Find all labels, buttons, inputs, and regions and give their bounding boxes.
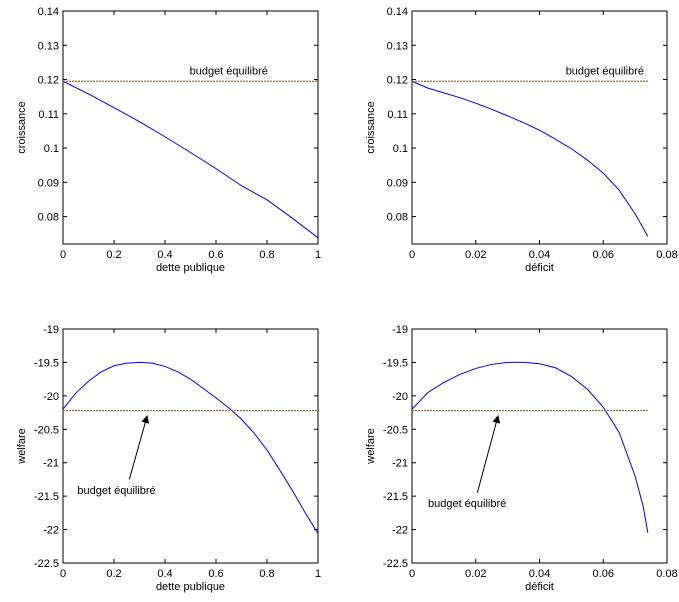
chart-bottom-right-ytick-label: -22.5 [383,558,408,570]
chart-top-right-ytick-label: 0.13 [387,40,408,52]
chart-bottom-left-ytick-label: -20 [43,391,59,403]
chart-bottom-left-xtick-label: 0.8 [259,568,274,580]
chart-top-right-xtick-label: 0.08 [656,249,677,261]
chart-top-right-annotation: budget équilibré [566,65,644,77]
chart-bottom-left-series-line [62,361,319,534]
chart-bottom-left-annotation: budget équilibré [77,485,155,497]
chart-top-right-xtick-label: 0.06 [593,249,614,261]
chart-top-left-xtick-label: 0 [60,249,66,261]
chart-top-left-annotation: budget équilibré [190,65,268,77]
chart-bottom-right-ylabel: welfare [365,428,377,464]
chart-top-right-plot-area [411,10,668,245]
chart-top-right-ylabel: croissance [365,101,377,154]
chart-bottom-right-ytick-label: -20 [392,391,408,403]
chart-bottom-left-ytick-label: -19.5 [34,357,59,369]
chart-top-left-xlabel: dette publique [156,262,225,274]
chart-bottom-right-xtick-label: 0.06 [593,568,614,580]
chart-bottom-right-ytick-label: -21.5 [383,491,408,503]
chart-top-left-ytick-label: 0.11 [38,109,59,121]
chart-bottom-left-xtick-label: 0.2 [106,568,121,580]
chart-bottom-left-annotation-arrow [128,414,150,480]
chart-bottom-left-xtick-label: 0.4 [157,568,172,580]
chart-bottom-right-ytick-label: -22 [392,525,408,537]
chart-bottom-left: 0 0.2 0.4 0.6 0.8 1 -22.5 -22 -21.5 -21 -20.5 -20 -1… [16,324,321,593]
chart-top-right-xtick-label: 0.04 [529,249,550,261]
chart-top-right-xlabel: déficit [525,262,554,274]
chart-bottom-right-annotation-arrow [476,414,501,493]
chart-top-left-ylabel: croissance [16,101,28,154]
chart-top-right-xtick-label: 0.02 [465,249,486,261]
chart-top-right-ytick-label: 0.14 [387,6,408,18]
chart-top-left-plot-area [62,10,319,245]
chart-bottom-left-xtick-label: 1 [315,568,321,580]
chart-bottom-right-xtick-label: 0.04 [529,568,550,580]
chart-bottom-left-xtick-label: 0 [60,568,66,580]
chart-top-left-ytick-label: 0.09 [38,177,59,189]
chart-top-left-ytick-label: 0.13 [38,40,59,52]
chart-bottom-right-xlabel: déficit [525,581,554,593]
chart-top-right-ytick-label: 0.11 [387,109,408,121]
chart-bottom-right-xtick-label: 0 [409,568,415,580]
chart-bottom-right-series-line [411,361,649,533]
chart-top-left-xtick-label: 1 [315,249,321,261]
chart-bottom-left-xtick-label: 0.6 [208,568,223,580]
chart-top-left-ytick-label: 0.14 [38,6,59,18]
chart-top-left-xtick-label: 0.8 [259,249,274,261]
chart-bottom-left-xlabel: dette publique [156,581,225,593]
chart-top-right-ytick-label: 0.09 [387,177,408,189]
chart-top-left-series-line [62,80,319,239]
chart-top-left-ytick-label: 0.1 [44,143,59,155]
chart-bottom-right-xtick-label: 0.02 [465,568,486,580]
chart-bottom-right-ytick-label: -19.5 [383,357,408,369]
chart-bottom-left-ytick-label: -21 [43,458,59,470]
chart-top-left: 0 0.2 0.4 0.6 0.8 1 0.08 0.09 0.1 0.11 0.12 0.13 0.1… [16,6,321,274]
chart-bottom-left-ytick-label: -19 [43,324,59,336]
chart-top-right: 0 0.02 0.04 0.06 0.08 0.08 0.09 0.1 0.11 0.12 0.13… [365,6,678,274]
chart-bottom-left-ytick-label: -21.5 [34,491,59,503]
chart-top-right-xtick-label: 0 [409,249,415,261]
chart-top-left-ytick-label: 0.12 [38,75,59,87]
chart-top-left-xtick-label: 0.2 [106,249,121,261]
chart-top-right-series-line [411,80,649,237]
chart-top-left-xtick-label: 0.6 [208,249,223,261]
chart-top-left-xtick-label: 0.4 [157,249,172,261]
chart-top-right-ytick-label: 0.12 [387,75,408,87]
chart-bottom-right-ytick-label: -19 [392,324,408,336]
chart-bottom-right-ytick-label: -20.5 [383,424,408,436]
chart-bottom-right-annotation: budget équilibré [428,498,506,510]
chart-bottom-left-ytick-label: -22.5 [34,558,59,570]
chart-bottom-left-ylabel: welfare [16,428,28,464]
chart-bottom-left-ytick-label: -22 [43,525,59,537]
chart-top-right-ytick-label: 0.08 [387,212,408,224]
chart-bottom-right-ytick-label: -21 [392,458,408,470]
chart-bottom-right: 0 0.02 0.04 0.06 0.08 -22.5 -22 -21.5 -21 -20.5 -2… [365,324,678,593]
chart-bottom-left-plot-area [62,328,319,564]
chart-top-right-ytick-label: 0.1 [393,143,408,155]
chart-bottom-right-xtick-label: 0.08 [656,568,677,580]
chart-bottom-left-ytick-label: -20.5 [34,424,59,436]
chart-top-left-ytick-label: 0.08 [38,212,59,224]
